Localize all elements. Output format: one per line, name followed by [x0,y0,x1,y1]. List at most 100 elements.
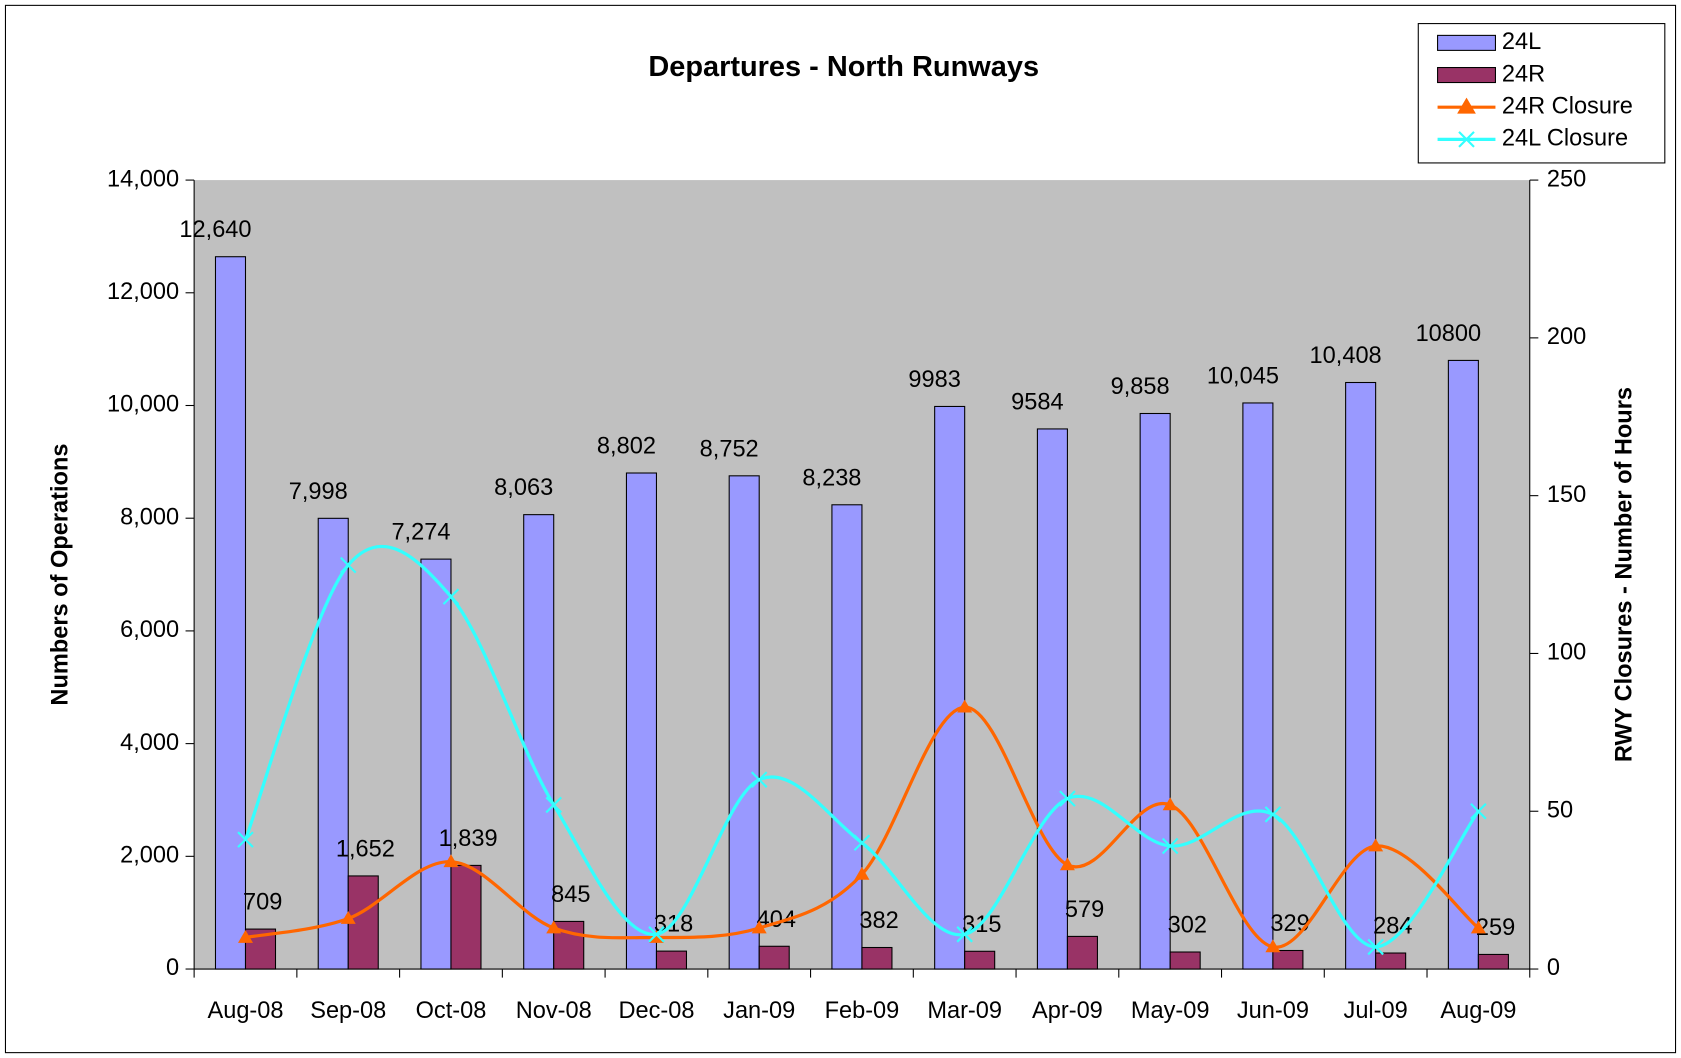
line-marker [648,926,665,943]
bar-value-label: 10,408 [1310,342,1382,368]
bar [1477,953,1509,970]
line-marker [1470,920,1486,934]
legend-marker [1457,97,1476,114]
bar [1242,402,1274,970]
line-marker [237,831,254,848]
bar [1066,935,1098,970]
y2-tick-label: 150 [1547,481,1586,507]
x-tick-label: Feb-09 [825,997,900,1023]
bar-value-label: 7,998 [289,478,348,504]
y2-tick-label: 50 [1547,796,1573,822]
line-marker [443,854,459,868]
line-marker [1470,802,1487,820]
x-tick-label: Jun-09 [1237,997,1309,1023]
bar-value-label: 7,274 [391,519,450,545]
bar [861,946,893,970]
bar [625,472,657,970]
bar-value-label: 329 [1270,910,1309,936]
x-tick-label: Dec-08 [618,997,694,1023]
bar [317,517,349,970]
x-tick-label: May-09 [1131,997,1210,1023]
x-tick-label: Nov-08 [516,997,592,1023]
bar-value-label: 709 [243,889,282,915]
bar [655,950,688,970]
y2-tick-label: 100 [1547,639,1586,665]
line-marker [957,699,973,713]
x-tick-label: Sep-08 [310,997,386,1023]
bar-value-label: 8,063 [494,474,553,500]
bar [1139,412,1171,970]
line-marker [340,911,356,924]
bar-value-label: 845 [551,881,590,907]
line-marker [1367,938,1384,956]
bar-value-label: 9,858 [1111,373,1170,399]
bar-value-label: 382 [859,907,898,933]
x-tick-label: Oct-08 [416,997,487,1023]
legend-swatch [1437,66,1496,84]
bar [420,558,452,970]
x-tick-label: Jan-09 [723,997,795,1023]
y-tick-label: 0 [166,954,179,980]
y2-tick-label: 0 [1547,954,1560,980]
y-tick-label: 8,000 [120,503,179,529]
line-marker [1264,806,1282,823]
bar [523,514,555,970]
bar [1169,951,1201,970]
y-axis-title: Numbers of Operations [46,444,72,706]
x-tick-label: Mar-09 [927,997,1002,1023]
bar-value-label: 10,045 [1207,362,1279,388]
bar-value-label: 8,802 [597,433,656,459]
bar-value-label: 8,752 [700,435,759,461]
chart-title: Departures - North Runways [648,51,1039,83]
line-marker [237,929,253,943]
x-tick-label: Jul-09 [1344,997,1408,1023]
bar [214,256,247,970]
bar-value-label: 9584 [1011,388,1063,414]
bar [1345,381,1377,970]
legend-label: 24R [1502,60,1545,86]
bar-value-label: 10800 [1416,320,1482,346]
line-marker [339,556,357,574]
bar-value-label: 302 [1168,912,1207,938]
legend-swatch [1437,34,1496,51]
x-tick-label: Aug-08 [207,997,283,1023]
line-marker [442,588,460,605]
bar [450,864,482,970]
line-marker [1161,837,1179,855]
legend-label: 24L Closure [1502,125,1628,151]
line-marker [854,866,870,880]
y-tick-label: 6,000 [120,616,179,642]
bar-value-label: 8,238 [802,464,861,490]
bar-value-label: 579 [1065,896,1104,922]
bar-value-label: 259 [1476,914,1515,940]
bar [758,945,790,970]
y-tick-label: 10,000 [107,391,179,417]
bar [964,950,996,970]
line-marker [545,796,562,814]
bar [728,475,760,970]
legend-label: 24R Closure [1502,92,1633,118]
x-tick-label: Aug-09 [1440,997,1516,1023]
line-marker [648,929,664,943]
legend-label: 24L [1502,28,1541,54]
line-marker [853,834,871,852]
bar-value-label: 12,640 [179,216,251,242]
line-marker [1059,790,1076,807]
line-marker [1162,797,1178,811]
legend-marker [1458,131,1475,148]
bar [1447,359,1479,970]
line-marker [1368,838,1384,852]
y-tick-label: 12,000 [107,278,179,304]
line-marker [546,920,562,934]
bar [1375,952,1407,970]
y2-tick-label: 250 [1547,165,1586,191]
y2-tick-label: 200 [1547,323,1586,349]
y-tick-label: 14,000 [107,165,179,191]
y-tick-label: 2,000 [120,842,179,868]
bar-value-label: 9983 [908,366,960,392]
line-marker [1265,939,1281,953]
x-tick-label: Apr-09 [1032,997,1103,1023]
line-marker [751,920,767,934]
line-marker [956,926,973,943]
